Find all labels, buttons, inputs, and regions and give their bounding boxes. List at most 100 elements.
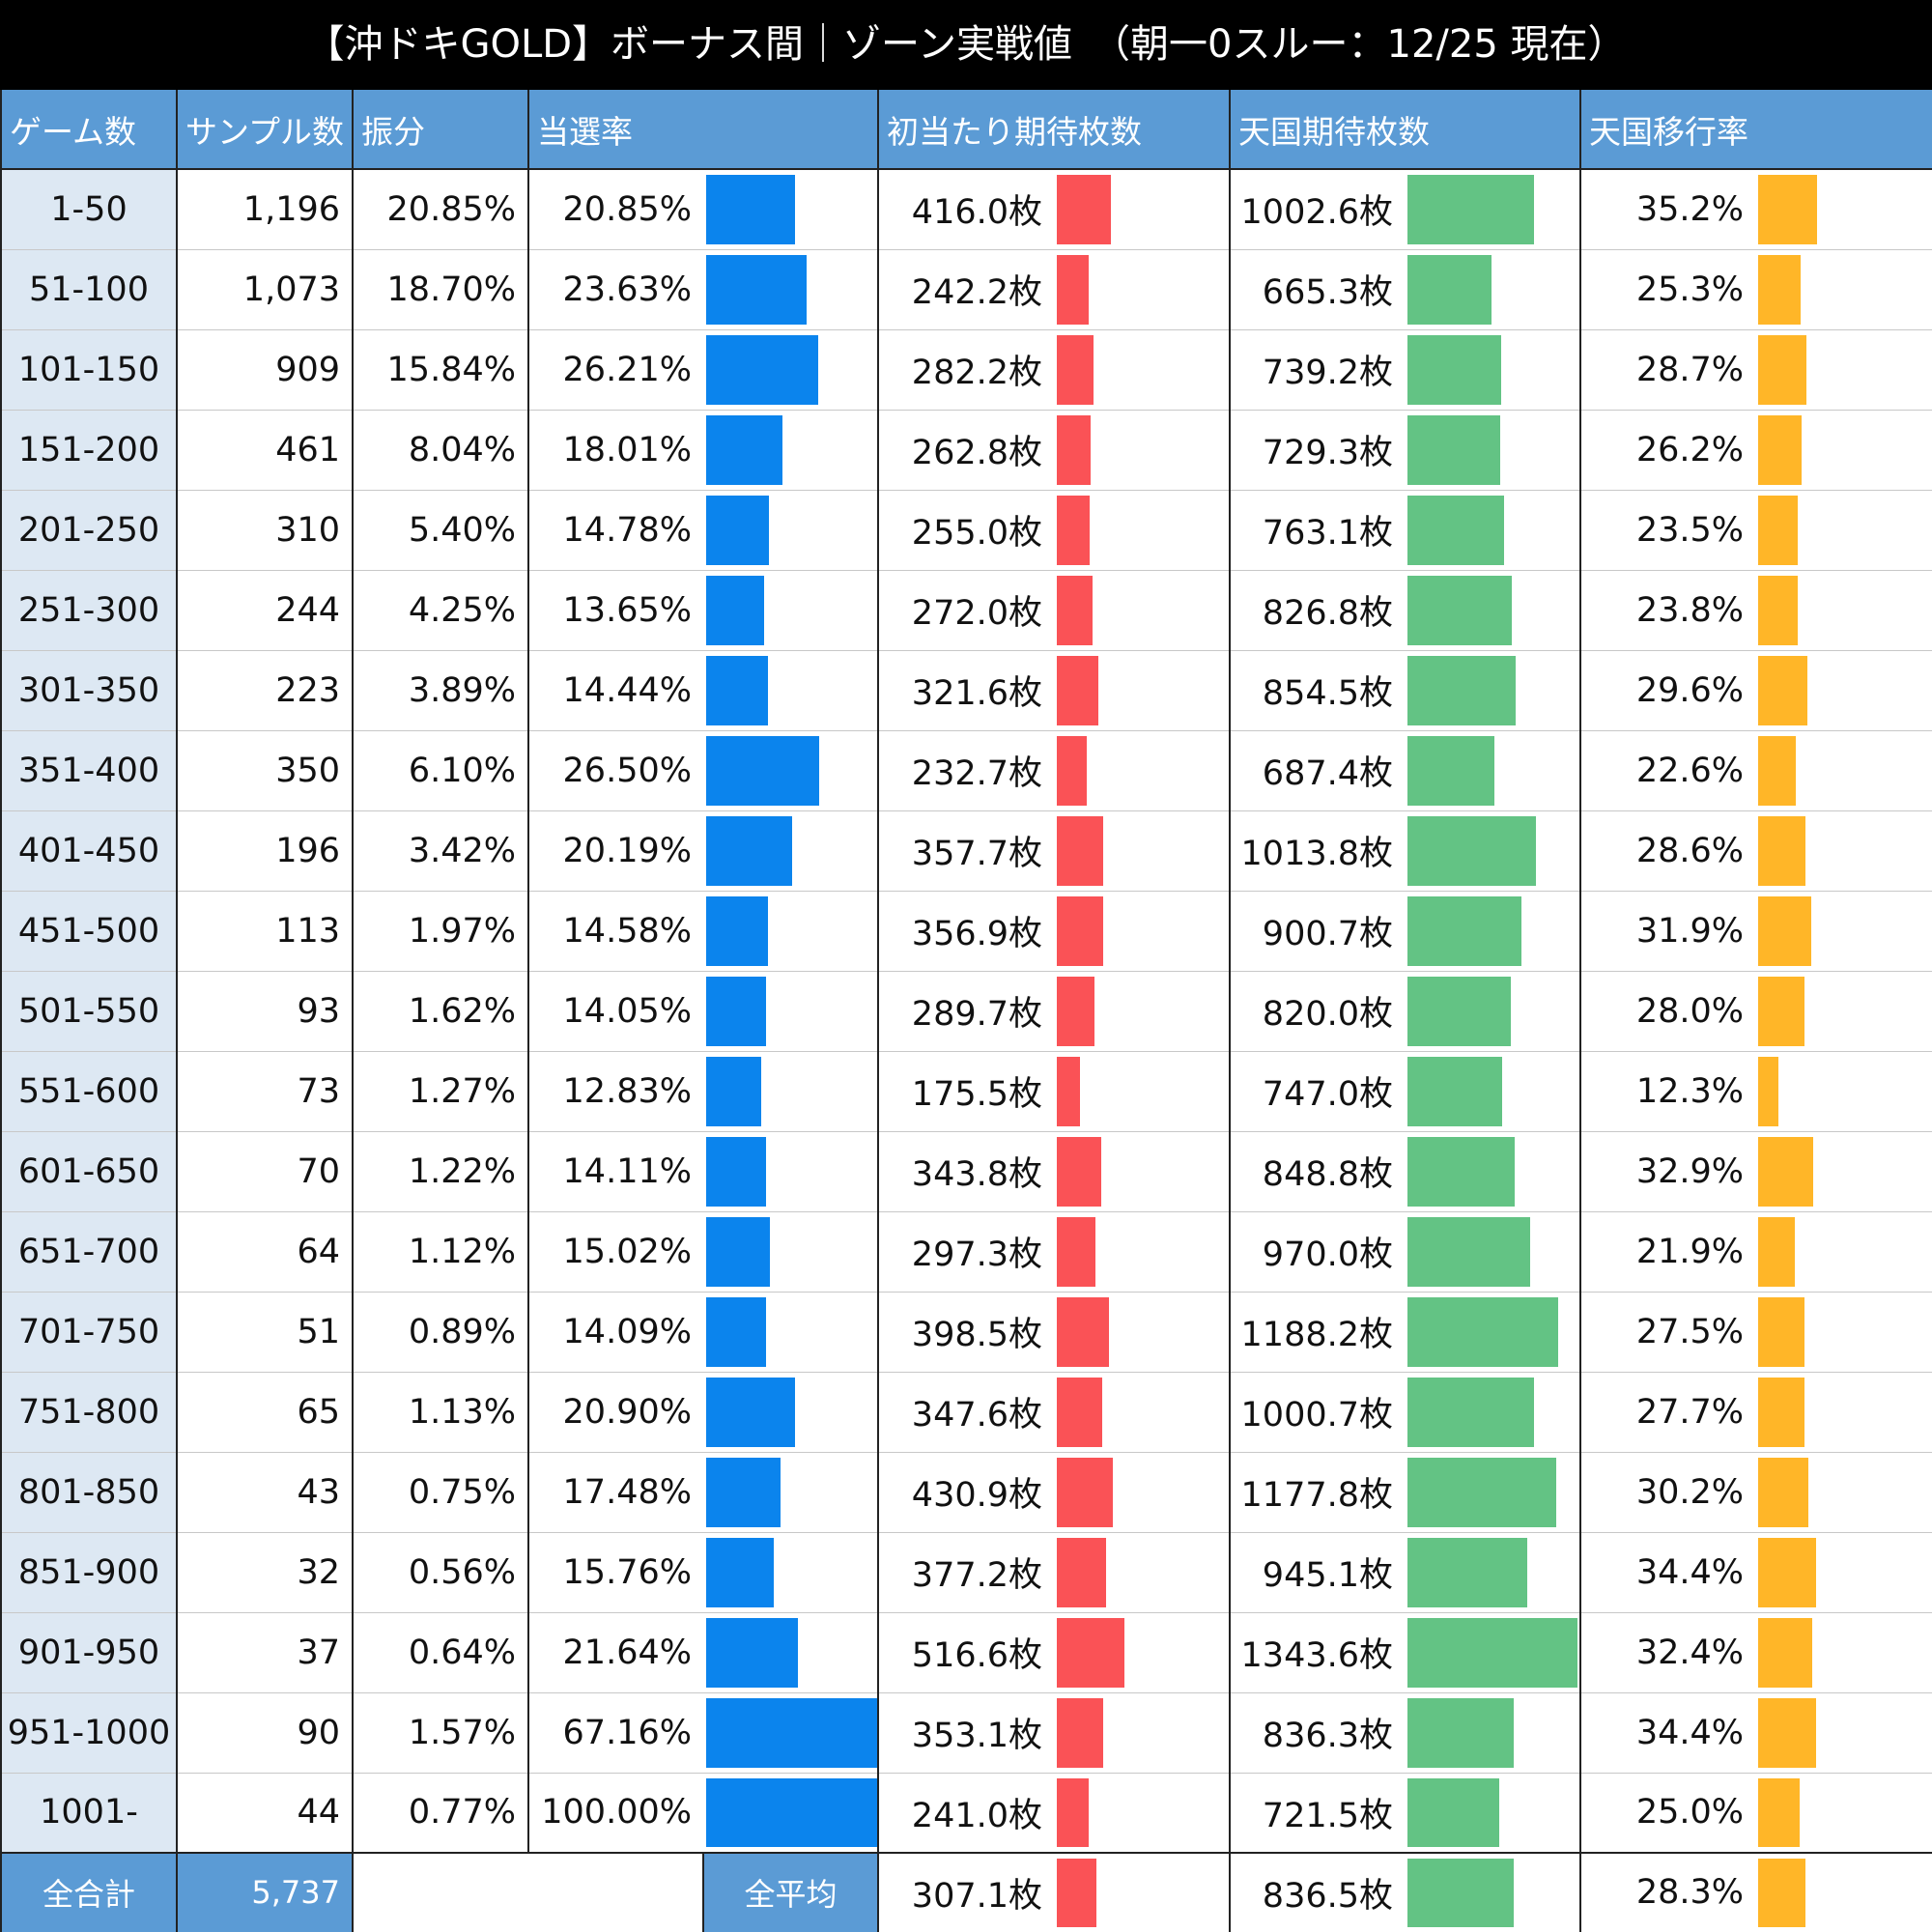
data-bar	[1057, 1457, 1114, 1527]
number-cell: 1188.2枚	[1229, 1292, 1405, 1373]
number-cell: 15.02%	[527, 1211, 703, 1293]
table-row: 101-150 909 15.84% 26.21% 282.2枚 739.2枚 28.7%	[0, 329, 1932, 411]
data-bar	[706, 1457, 781, 1527]
zone: 701-750	[0, 1292, 178, 1373]
number-cell: 909	[176, 329, 354, 411]
bar-cell	[1405, 329, 1581, 411]
number-cell: 255.0枚	[877, 490, 1054, 571]
number-cell: 232.7枚	[877, 730, 1054, 811]
bar-cell	[703, 1131, 879, 1212]
table-row: 601-650 70 1.22% 14.11% 343.8枚 848.8枚 32.9%	[0, 1131, 1932, 1212]
data-bar	[1758, 1136, 1813, 1207]
data-bar	[1057, 1056, 1080, 1126]
bar-cell	[1054, 1372, 1231, 1453]
header-row: ゲーム数 サンプル数 振分 当選率 初当たり期待枚数 天国期待枚数 天国移行率	[0, 90, 1932, 170]
bar-cell	[703, 810, 879, 892]
data-bar	[1407, 495, 1504, 565]
data-bar	[1407, 1457, 1557, 1527]
number-cell: 241.0枚	[877, 1773, 1054, 1854]
table-row: 951-1000 90 1.57% 67.16% 353.1枚 836.3枚 34.4%	[0, 1692, 1932, 1774]
zone: 601-650	[0, 1131, 178, 1212]
number-cell: 430.9枚	[877, 1452, 1054, 1533]
table-row: 1001- 44 0.77% 100.00% 241.0枚 721.5枚 25.0%	[0, 1773, 1932, 1854]
data-bar	[1407, 1859, 1514, 1927]
data-bar	[1758, 655, 1808, 725]
data-bar	[1057, 1777, 1089, 1847]
number-cell: 25.0%	[1579, 1773, 1755, 1854]
number-cell: 3.42%	[352, 810, 529, 892]
data-bar	[706, 1056, 761, 1126]
bar-cell	[1405, 1211, 1581, 1293]
bar-cell	[1755, 1692, 1932, 1774]
number-cell: 31.9%	[1579, 891, 1755, 972]
bar-cell	[1054, 249, 1231, 330]
number-cell: 20.19%	[527, 810, 703, 892]
data-bar	[1057, 735, 1088, 806]
data-bar	[1057, 1296, 1109, 1367]
number-cell: 836.5枚	[1229, 1852, 1405, 1932]
data-bar	[1057, 575, 1093, 645]
bar-cell	[1405, 1372, 1581, 1453]
number-cell: 343.8枚	[877, 1131, 1054, 1212]
column-header: 天国移行率	[1579, 90, 1932, 170]
number-cell: 27.7%	[1579, 1372, 1755, 1453]
bar-cell	[1054, 410, 1231, 491]
number-cell: 28.3%	[1579, 1852, 1755, 1932]
number-cell: 0.56%	[352, 1532, 529, 1613]
number-cell: 43	[176, 1452, 354, 1533]
number-cell: 1.57%	[352, 1692, 529, 1774]
bar-cell	[1755, 169, 1932, 250]
number-cell: 747.0枚	[1229, 1051, 1405, 1132]
data-bar	[1758, 1697, 1816, 1768]
number-cell: 29.6%	[1579, 650, 1755, 731]
bar-cell	[1755, 891, 1932, 972]
data-bar	[1758, 1777, 1801, 1847]
number-cell: 398.5枚	[877, 1292, 1054, 1373]
data-bar	[706, 976, 766, 1046]
number-cell: 353.1枚	[877, 1692, 1054, 1774]
bar-cell	[1405, 249, 1581, 330]
bar-cell	[1405, 1131, 1581, 1212]
bar-cell	[1755, 570, 1932, 651]
number-cell: 5.40%	[352, 490, 529, 571]
number-cell: 1.12%	[352, 1211, 529, 1293]
bar-cell	[1054, 1452, 1231, 1533]
number-cell: 416.0枚	[877, 169, 1054, 250]
number-cell: 18.70%	[352, 249, 529, 330]
data-bar	[1758, 1859, 1805, 1927]
data-bar	[1407, 1136, 1516, 1207]
bar-cell	[1755, 1051, 1932, 1132]
bar-cell	[1755, 1612, 1932, 1693]
number-cell: 26.2%	[1579, 410, 1755, 491]
bar-cell	[1755, 1211, 1932, 1293]
data-bar	[1057, 1537, 1106, 1607]
bar-cell	[1054, 1532, 1231, 1613]
bar-cell	[1405, 1773, 1581, 1854]
bar-cell	[1054, 169, 1231, 250]
zone: 901-950	[0, 1612, 178, 1693]
number-cell: 282.2枚	[877, 329, 1054, 411]
number-cell: 223	[176, 650, 354, 731]
table-row: 351-400 350 6.10% 26.50% 232.7枚 687.4枚 22.6%	[0, 730, 1932, 811]
table-row: 551-600 73 1.27% 12.83% 175.5枚 747.0枚 12.3%	[0, 1051, 1932, 1132]
bar-cell	[1054, 810, 1231, 892]
data-bar	[1758, 175, 1817, 244]
number-cell: 763.1枚	[1229, 490, 1405, 571]
number-cell: 1,073	[176, 249, 354, 330]
number-cell: 28.7%	[1579, 329, 1755, 411]
table-row: 651-700 64 1.12% 15.02% 297.3枚 970.0枚 21.9%	[0, 1211, 1932, 1293]
table-row: 51-100 1,073 18.70% 23.63% 242.2枚 665.3枚 25.3%	[0, 249, 1932, 330]
data-bar	[1407, 895, 1521, 966]
number-cell: 1177.8枚	[1229, 1452, 1405, 1533]
data-bar	[706, 1777, 876, 1847]
data-bar	[1407, 735, 1495, 806]
number-cell: 665.3枚	[1229, 249, 1405, 330]
number-cell: 14.11%	[527, 1131, 703, 1212]
zone: 51-100	[0, 249, 178, 330]
number-cell: 32.4%	[1579, 1612, 1755, 1693]
data-bar	[1057, 414, 1092, 485]
number-cell: 6.10%	[352, 730, 529, 811]
number-cell: 100.00%	[527, 1773, 703, 1854]
data-bar	[1407, 575, 1513, 645]
bar-cell	[703, 1372, 879, 1453]
